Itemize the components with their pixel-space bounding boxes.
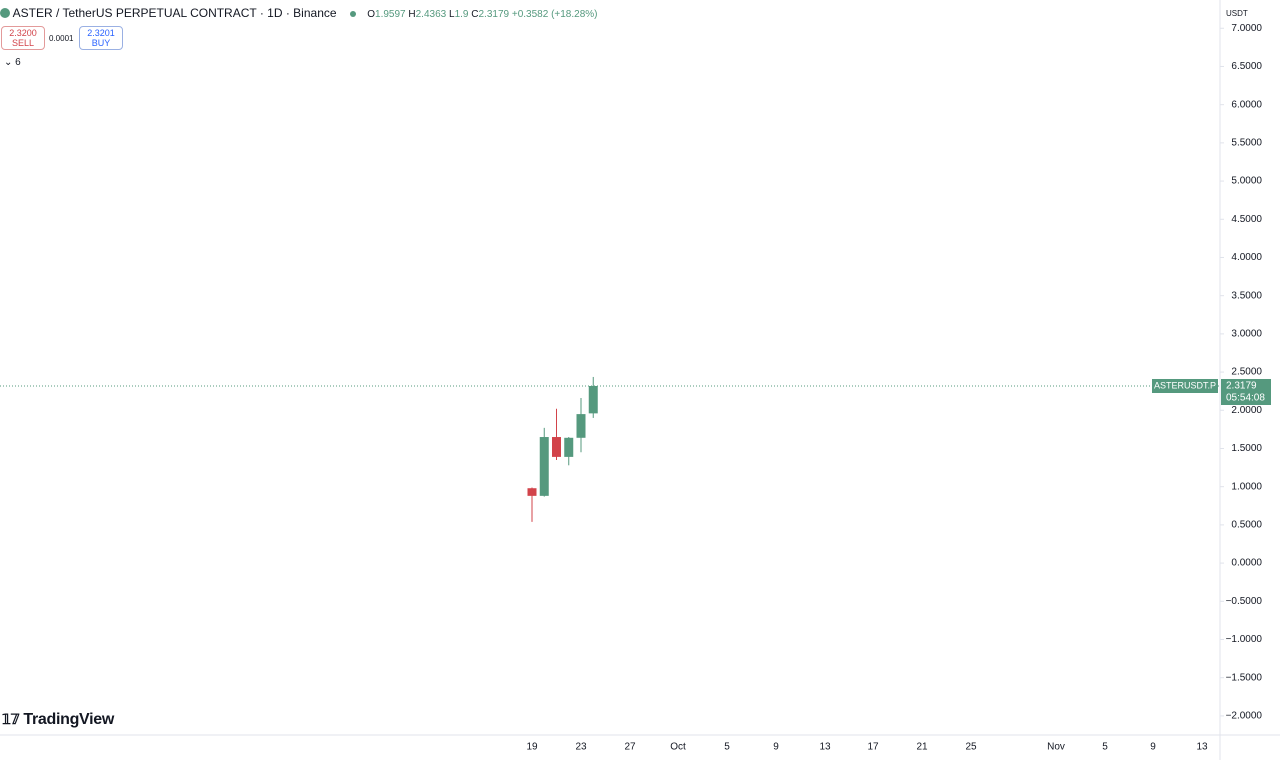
y-tick-label: 4.0000 [1231, 252, 1262, 263]
change: +0.3582 (+18.28%) [511, 9, 598, 20]
sell-label: SELL [11, 38, 35, 48]
buy-label: BUY [91, 38, 111, 48]
x-tick-label: 21 [916, 742, 928, 753]
y-tick-label: 4.5000 [1231, 214, 1262, 225]
currency[interactable]: USDT [1226, 9, 1248, 18]
sell-button[interactable]: 2.3200 SELL [1, 26, 45, 50]
x-tick-label: 9 [1150, 742, 1156, 753]
x-tick-label: 25 [965, 742, 977, 753]
y-tick-label: 2.5000 [1231, 367, 1262, 378]
y-tick-label: 6.5000 [1231, 61, 1262, 72]
candle-body [588, 385, 598, 414]
y-tick-label: 3.5000 [1231, 290, 1262, 301]
x-tick-label: Oct [670, 742, 686, 753]
candle-body [539, 437, 549, 496]
logo-text: TradingView [23, 711, 115, 728]
symbol-title: ASTER / TetherUS PERPETUAL CONTRACT · 1D… [12, 6, 337, 20]
ohlc-label: L [449, 9, 455, 20]
y-tick-label: −1.5000 [1226, 672, 1263, 683]
ohlc-label: O [367, 9, 376, 20]
y-tick-label: 1.5000 [1231, 443, 1262, 454]
candle-body [527, 488, 537, 496]
x-tick-label: 9 [773, 742, 779, 753]
x-tick-label: 27 [624, 742, 636, 753]
x-tick-label: 13 [819, 742, 831, 753]
price-tag-bg [1221, 378, 1271, 405]
indicators-toggle[interactable]: ⌄ 6 [4, 57, 21, 68]
y-tick-label: −0.5000 [1226, 596, 1263, 607]
x-tick-label: Nov [1047, 742, 1065, 753]
ohlc-value: 2.3179 [478, 9, 510, 20]
buy-button[interactable]: 2.3201 BUY [79, 26, 123, 50]
spread: 0.0001 [49, 34, 74, 43]
buy-price: 2.3201 [87, 28, 115, 38]
y-tick-label: 0.0000 [1231, 558, 1262, 569]
ohlc-value: 1.9597 [375, 9, 406, 20]
price-tag: 2.3179 [1226, 381, 1257, 392]
ohlc: O1.9597 H2.4363 L1.9 C2.3179 +0.3582 (+1… [367, 9, 597, 20]
y-tick-label: 2.0000 [1231, 405, 1262, 416]
y-tick-label: −2.0000 [1226, 711, 1263, 722]
ohlc-label: C [471, 9, 479, 20]
candle-body [552, 437, 561, 457]
y-tick-label: 3.0000 [1231, 329, 1262, 340]
ohlc-label: H [408, 9, 416, 20]
y-tick-label: 5.5000 [1231, 138, 1262, 149]
symbol-tag-bg [1152, 378, 1218, 393]
x-tick-label: 5 [1102, 742, 1108, 753]
indicator-count: 6 [15, 57, 21, 68]
status-dot [349, 11, 356, 17]
ohlc-value: 2.4363 [415, 9, 447, 20]
y-tick-label: 1.0000 [1231, 481, 1262, 492]
candle-body [564, 437, 574, 457]
logo: 𝟙𝟟 TradingView [2, 711, 115, 728]
symbol-icon [0, 8, 10, 18]
ohlc-value: 1.9 [454, 9, 469, 20]
sell-price: 2.3200 [9, 28, 37, 38]
x-tick-label: 23 [575, 742, 587, 753]
header: ASTER / TetherUS PERPETUAL CONTRACT · 1D… [0, 6, 597, 20]
symbol-tag: ASTERUSDT.P [1154, 380, 1216, 390]
y-tick-label: 6.0000 [1231, 99, 1262, 110]
y-tick-label: 7.0000 [1231, 23, 1262, 34]
x-tick-label: 5 [724, 742, 730, 753]
candle-body [576, 414, 586, 438]
y-tick-label: 0.5000 [1231, 520, 1262, 531]
countdown: 05:54:08 [1226, 393, 1265, 404]
y-tick-label: 5.0000 [1231, 176, 1262, 187]
y-tick-label: −1.0000 [1226, 634, 1263, 645]
x-tick-label: 19 [526, 742, 538, 753]
x-tick-label: 17 [867, 742, 879, 753]
x-tick-label: 13 [1196, 742, 1208, 753]
